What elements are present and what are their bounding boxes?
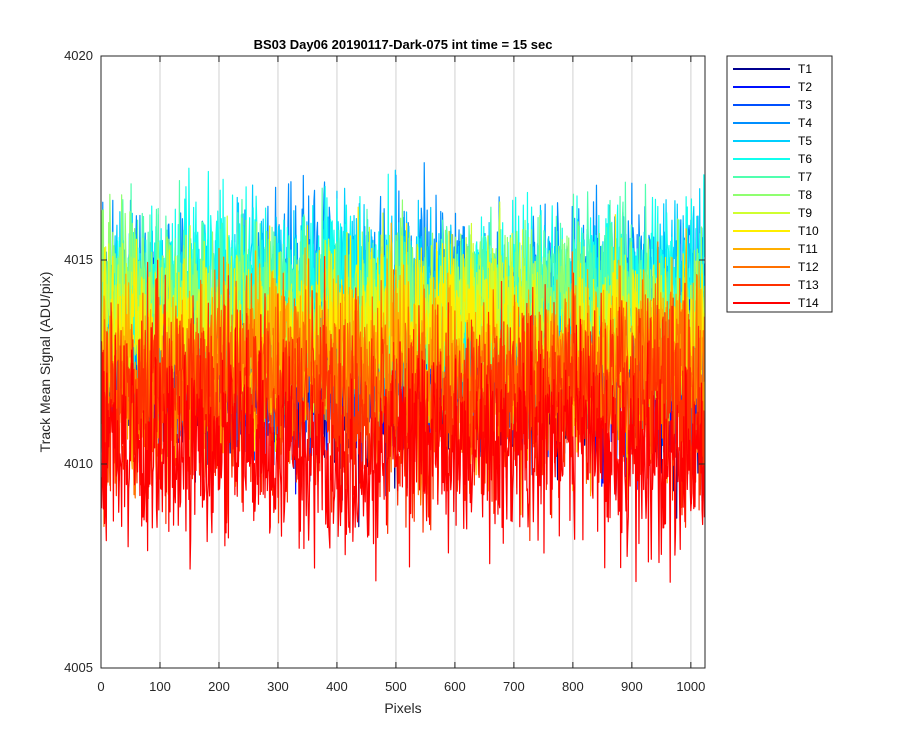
x-axis-label: Pixels (384, 700, 421, 716)
series-line-t14 (101, 314, 705, 583)
legend-label: T8 (798, 188, 812, 202)
legend-label: T12 (798, 260, 819, 274)
x-tick-label: 400 (326, 679, 348, 694)
x-tick-label: 600 (444, 679, 466, 694)
chart-title: BS03 Day06 20190117-Dark-075 int time = … (254, 37, 553, 52)
x-tick-label: 1000 (676, 679, 705, 694)
legend-label: T13 (798, 278, 819, 292)
x-tick-label: 800 (562, 679, 584, 694)
legend-label: T10 (798, 224, 819, 238)
legend-box (726, 55, 833, 313)
y-axis-label: Track Mean Signal (ADU/pix) (37, 272, 53, 453)
legend-label: T6 (798, 152, 812, 166)
x-tick-label: 700 (503, 679, 525, 694)
legend-label: T2 (798, 80, 812, 94)
legend-label: T9 (798, 206, 812, 220)
ticks: 0 100 200 300 400 500 600 700 800 900 1000 4005 4010… (64, 48, 705, 694)
x-tick-label: 900 (621, 679, 643, 694)
x-tick-label: 0 (97, 679, 104, 694)
legend: T1 T2 T3 T4 T5 T6 T7 T8 T9 T10 T11 T12 T13 T14 (726, 55, 833, 313)
x-tick-label: 200 (208, 679, 230, 694)
legend-label: T5 (798, 134, 812, 148)
x-tick-label: 100 (149, 679, 171, 694)
legend-label: T14 (798, 296, 819, 310)
axes-box (100, 55, 706, 669)
y-tick-label: 4020 (64, 48, 93, 63)
legend-label: T3 (798, 98, 812, 112)
legend-label: T11 (798, 242, 818, 256)
series-lines (101, 162, 705, 583)
x-tick-label: 300 (267, 679, 289, 694)
legend-label: T4 (798, 116, 812, 130)
y-tick-label: 4015 (64, 252, 93, 267)
y-tick-label: 4005 (64, 660, 93, 675)
legend-label: T7 (798, 170, 812, 184)
legend-label: T1 (798, 62, 812, 76)
y-tick-label: 4010 (64, 456, 93, 471)
x-tick-label: 500 (385, 679, 407, 694)
